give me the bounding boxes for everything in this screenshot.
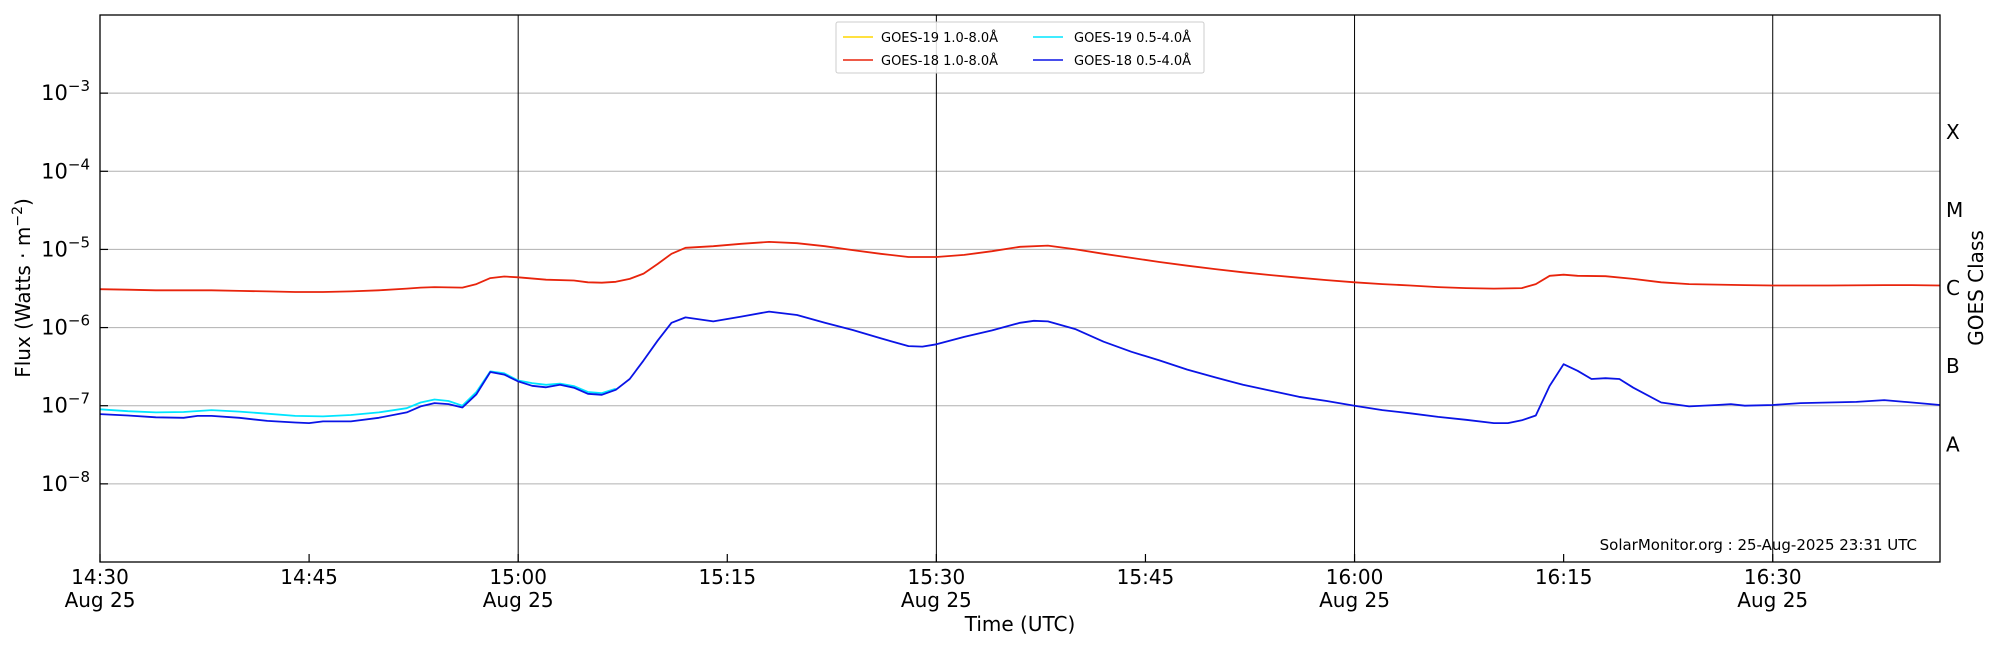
x-tick-date-label: Aug 25 — [901, 588, 972, 612]
x-tick-label: 14:45 — [280, 565, 338, 589]
credit-text: SolarMonitor.org : 25-Aug-2025 23:31 UTC — [1600, 536, 1917, 554]
legend-label-goes18-short: GOES-18 0.5-4.0Å — [1074, 53, 1191, 69]
x-tick-date-label: Aug 25 — [1319, 588, 1390, 612]
series-lines — [99, 241, 1941, 424]
legend-box — [835, 21, 1205, 74]
y-axis-label-close: ) — [11, 198, 35, 206]
secondary-y-axis-label: GOES Class — [1964, 230, 1988, 346]
goes-class-label: A — [1946, 432, 1960, 456]
goes-class-label: M — [1946, 198, 1963, 222]
x-tick-label: 16:30 — [1744, 565, 1802, 589]
y-axis-ticks: 10−8 10−7 10−6 10−5 10−4 10−3 — [41, 77, 108, 496]
legend-label-goes19-short: GOES-19 0.5-4.0Å — [1074, 30, 1191, 46]
plot-frame — [99, 14, 1941, 563]
series-line-1 — [99, 370, 617, 418]
legend-label-goes18-long: GOES-18 1.0-8.0Å — [881, 53, 998, 69]
goes-class-label: C — [1946, 276, 1960, 300]
y-tick-label: 10−7 — [41, 390, 90, 418]
y-tick-label: 10−6 — [41, 312, 90, 340]
legend: GOES-19 1.0-8.0Å GOES-18 1.0-8.0Å GOES-1… — [835, 21, 1205, 74]
x-tick-date-label: Aug 25 — [483, 588, 554, 612]
series-line-2 — [99, 241, 1941, 293]
y-tick-label: 10−5 — [41, 233, 90, 261]
x-tick-label: 16:15 — [1535, 565, 1593, 589]
y-tick-label: 10−8 — [41, 468, 90, 496]
x-tick-label: 14:30 — [71, 565, 129, 589]
x-tick-label: 15:00 — [489, 565, 547, 589]
x-tick-label: 15:15 — [698, 565, 756, 589]
goes-class-label: B — [1946, 354, 1960, 378]
series-line-3 — [99, 310, 1941, 424]
x-tick-label: 15:45 — [1117, 565, 1175, 589]
y-tick-label: 10−3 — [41, 77, 90, 105]
date-vertical-lines — [517, 15, 1774, 562]
x-tick-date-label: Aug 25 — [65, 588, 136, 612]
legend-label-goes19-long: GOES-19 1.0-8.0Å — [881, 30, 998, 46]
y-axis-label-exponent: −2 — [10, 206, 26, 227]
x-axis-label: Time (UTC) — [964, 612, 1076, 636]
goes-class-labels: A B C M X — [1946, 120, 1963, 457]
y-axis-label: Flux (Watts · m−2) — [10, 198, 35, 378]
x-tick-label: 15:30 — [908, 565, 966, 589]
gridlines — [100, 92, 1940, 485]
x-tick-date-label: Aug 25 — [1737, 588, 1808, 612]
x-tick-label: 16:00 — [1326, 565, 1384, 589]
y-tick-label: 10−4 — [41, 155, 90, 183]
goes-class-label: X — [1946, 120, 1960, 144]
